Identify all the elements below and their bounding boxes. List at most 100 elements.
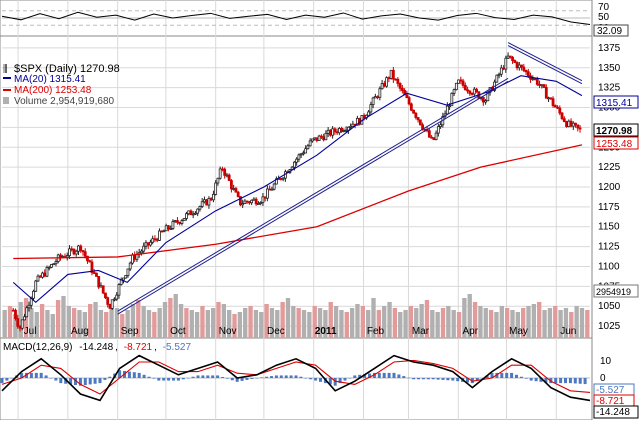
price-bar-body — [310, 138, 314, 142]
price-bar-body — [106, 297, 110, 305]
macd-histogram-bar — [529, 378, 533, 381]
price-bar-body — [243, 200, 247, 205]
price-bar-body — [414, 112, 418, 118]
price-bar-body — [565, 121, 568, 128]
price-bar-body — [495, 74, 499, 83]
price-bar-body — [110, 299, 114, 309]
macd-histogram-bar — [108, 376, 112, 378]
macd-histogram-bar — [93, 378, 97, 384]
macd-histogram-bar — [88, 378, 92, 385]
price-bar-body — [535, 78, 539, 85]
rsi-tick-50: 50 — [598, 12, 610, 23]
volume-bar — [579, 308, 585, 338]
macd-histogram-bar — [20, 372, 24, 378]
price-bar-body — [279, 177, 283, 180]
price-bar-body — [239, 196, 242, 206]
macd-histogram-bar — [142, 374, 146, 378]
volume-bar — [178, 304, 184, 338]
price-bar-body — [74, 250, 78, 255]
price-bar-body — [394, 78, 398, 81]
volume-bar — [285, 298, 291, 338]
ma20-label: MA(20) 1315.41 — [14, 74, 86, 85]
price-bar-body — [236, 191, 240, 197]
macd-histogram-bar — [368, 373, 371, 378]
price-bar-body — [216, 177, 220, 184]
macd-histogram-bar — [206, 375, 210, 378]
volume-bar — [205, 310, 210, 338]
volume-bar — [504, 308, 510, 338]
macd-histogram-bar — [260, 377, 264, 378]
price-bar-body — [126, 268, 130, 276]
price-bar-body — [38, 275, 42, 278]
volume-bar — [77, 310, 82, 338]
price-bars — [11, 52, 582, 332]
macd-histogram-bar — [289, 375, 293, 378]
volume-bar — [521, 308, 526, 338]
price-bar-body — [200, 201, 204, 207]
price-bar-body — [434, 132, 438, 141]
price-bar-body — [196, 208, 200, 214]
price-bar-body — [155, 238, 159, 241]
macd-histogram-bar — [441, 378, 445, 380]
macd-histogram-bar — [524, 378, 528, 379]
price-bar-body — [88, 260, 92, 263]
macd-histogram-bar — [64, 378, 68, 384]
macd-histogram-bar — [343, 378, 347, 381]
macd-histogram-bar — [490, 372, 494, 378]
volume-bar — [371, 298, 376, 338]
price-bar-body — [576, 124, 580, 129]
volume-bar — [23, 298, 29, 338]
price-bar-body — [162, 230, 166, 233]
price-bar-body — [178, 221, 182, 224]
macd-signal-label-value: -8.721 — [124, 342, 153, 353]
price-bar-body — [398, 83, 402, 89]
macd-histogram-bar — [397, 374, 401, 378]
volume-bar — [339, 310, 344, 338]
volume-bar — [50, 314, 55, 338]
symbol-label: $SPX (Daily) 1270.98 — [14, 63, 120, 75]
macd-histogram-bar — [363, 374, 367, 378]
price-bar-body — [560, 112, 564, 120]
price-bar-body — [416, 117, 420, 121]
volume-bar — [216, 302, 221, 338]
volume-bar — [440, 308, 446, 338]
price-bar-body — [227, 174, 231, 181]
price-bar-body — [517, 64, 521, 69]
price-bar-body — [20, 319, 24, 329]
price-bar-body — [149, 241, 152, 246]
price-tick-label: 1325 — [598, 83, 621, 94]
macd-histogram-bar — [230, 378, 234, 381]
macd-histogram-bar — [127, 371, 131, 378]
price-bar-body — [346, 126, 350, 131]
price-bar-body — [146, 242, 150, 246]
price-bar-body — [59, 254, 62, 258]
price-bar-body — [187, 210, 191, 215]
price-bar-body — [304, 148, 308, 154]
macd-signal-line — [1, 359, 591, 395]
price-bar-body — [101, 285, 105, 294]
rsi-line — [1, 11, 591, 25]
macd-histogram-bar — [480, 378, 484, 379]
macd-histogram-bar — [485, 375, 489, 378]
macd-signal-value: -8.721 — [596, 396, 625, 407]
volume-bar — [136, 300, 141, 338]
volume-bar — [510, 310, 515, 338]
price-bar-body — [562, 118, 566, 123]
ma200-value-box — [593, 136, 639, 150]
price-bar-body — [128, 262, 132, 270]
rsi-plot — [1, 10, 591, 26]
price-tick-label: 1025 — [598, 321, 621, 332]
price-bar-body — [524, 69, 528, 73]
price-bar-body — [92, 272, 96, 274]
volume-bar — [526, 306, 531, 338]
price-bar-body — [547, 97, 550, 100]
macd-histogram-bar — [78, 378, 82, 386]
price-bar-body — [326, 129, 330, 134]
macd-histogram-bar — [412, 378, 416, 380]
price-bar-body — [450, 92, 454, 107]
macd-histogram-bar — [221, 377, 224, 378]
price-bar-body — [250, 199, 254, 204]
price-bar-body — [463, 85, 467, 91]
price-tick-label: 1125 — [598, 242, 620, 253]
macd-histogram-bar — [299, 376, 303, 378]
